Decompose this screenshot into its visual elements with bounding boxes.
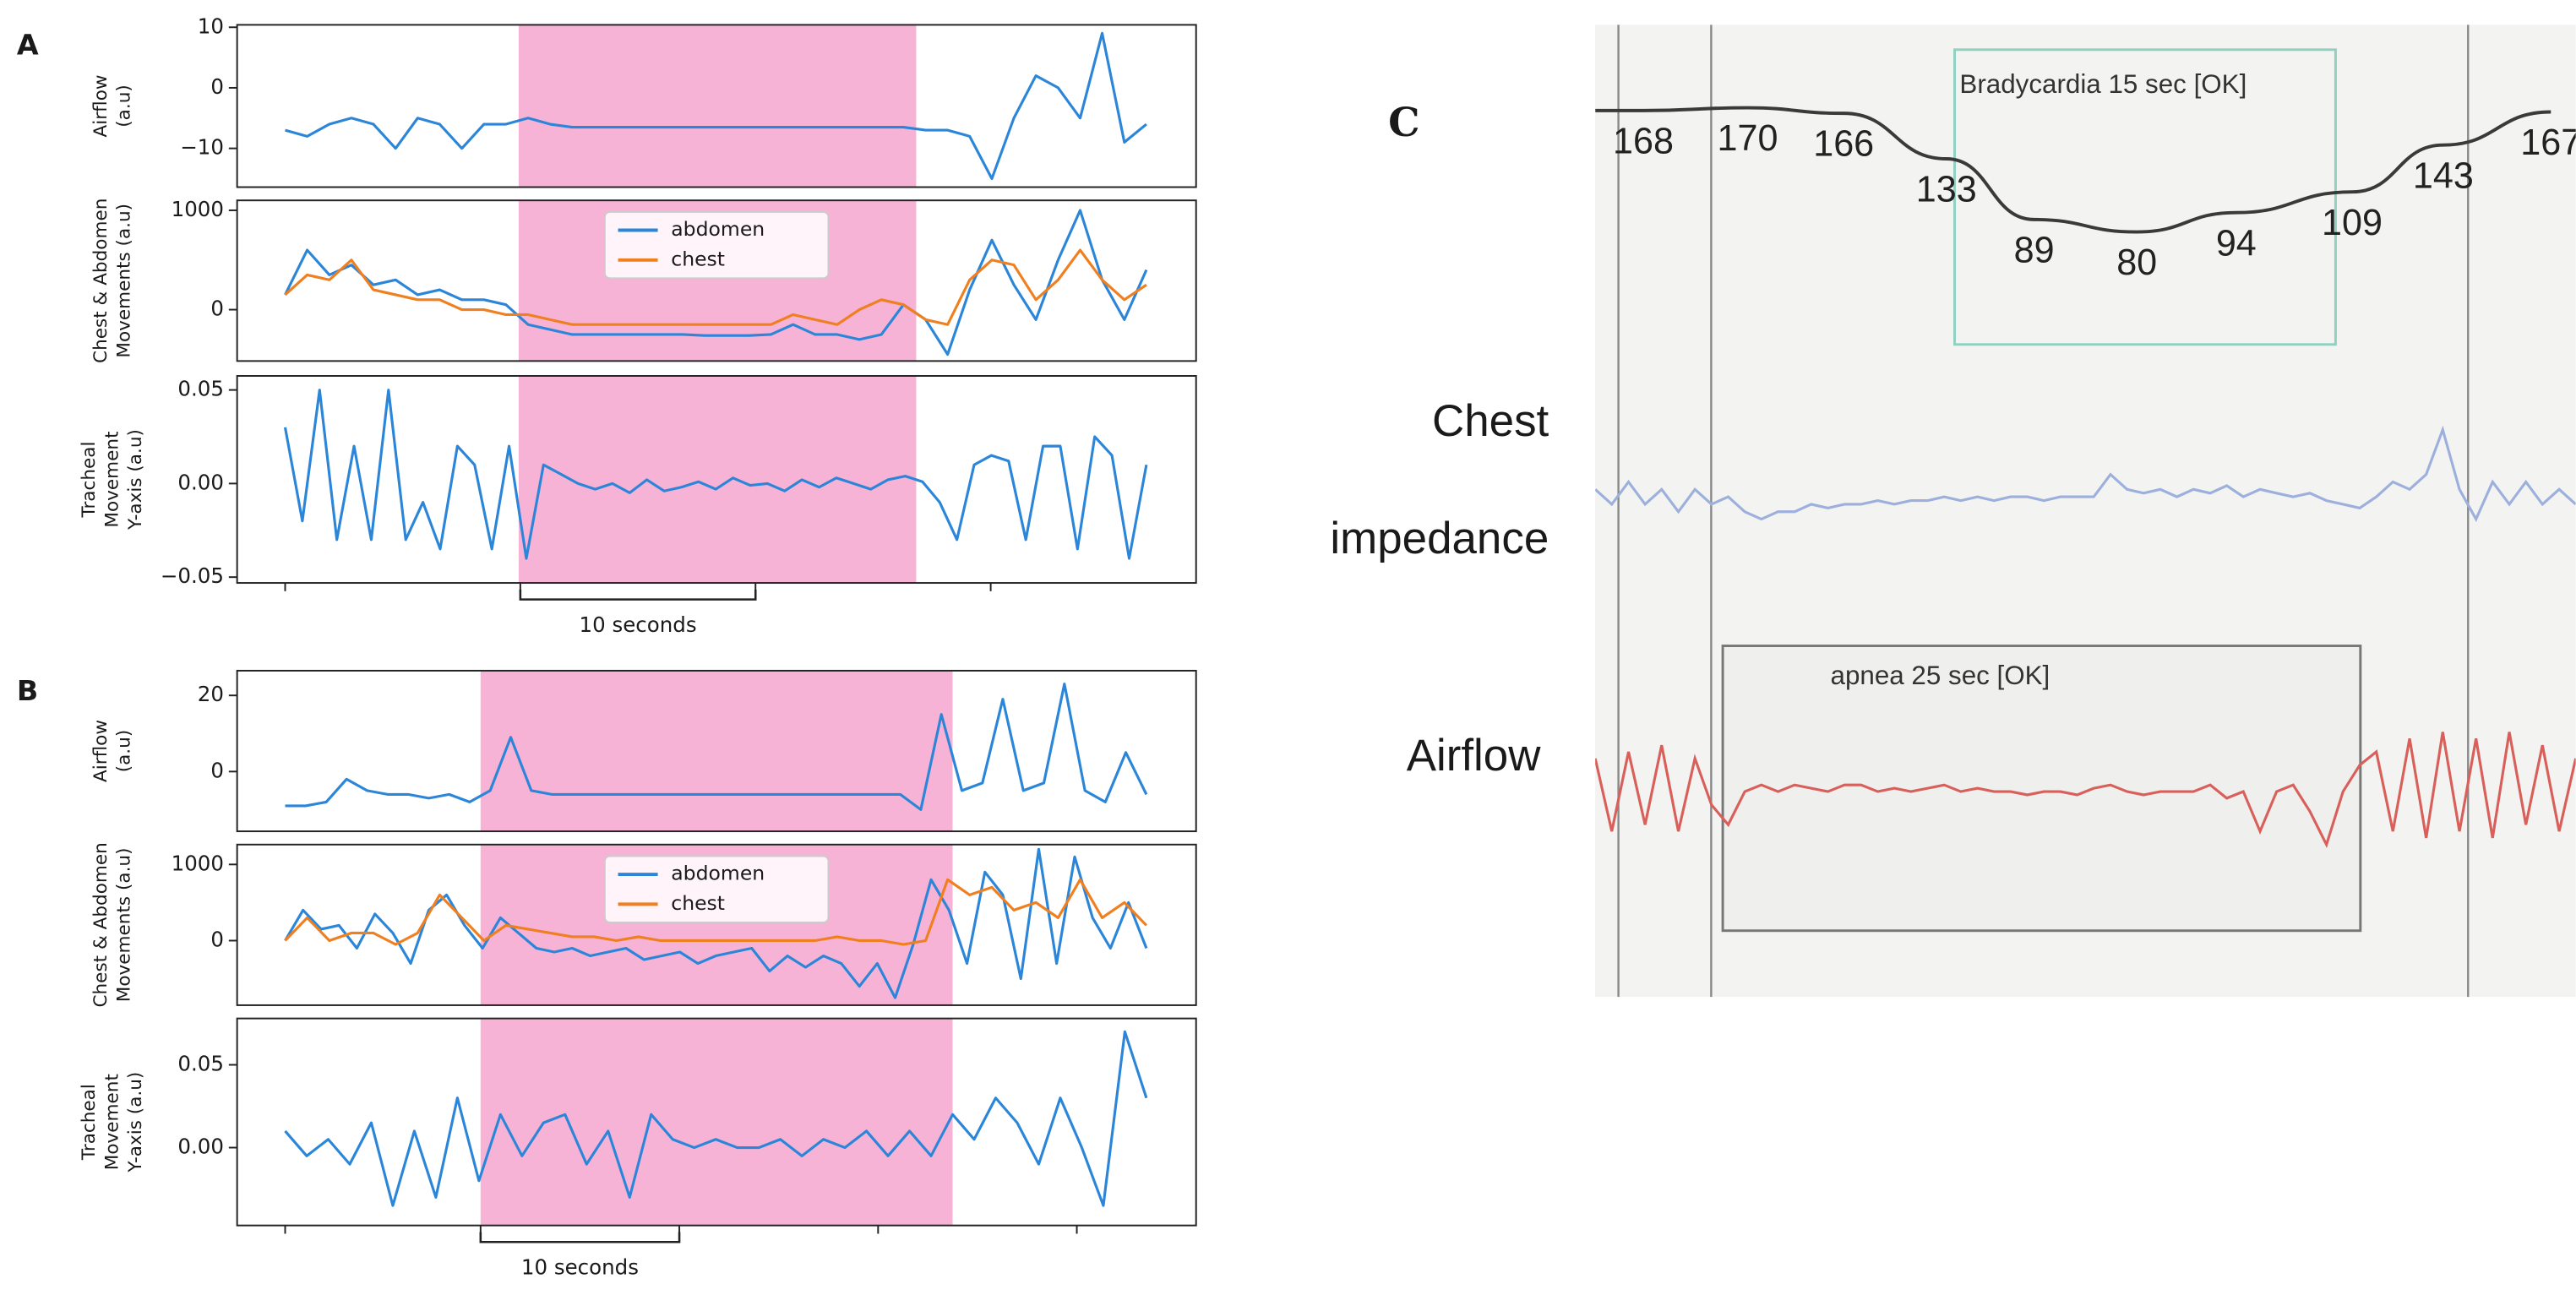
signal-line: [284, 248, 1147, 326]
monitor-trace: [1595, 732, 2576, 848]
annotation: apnea 25 sec [OK]: [1831, 661, 2050, 690]
y-axis-label: Airflow: [90, 74, 112, 137]
y-tick-label: 0: [210, 74, 224, 99]
panel-label: C: [1388, 100, 1419, 146]
y-axis-label: Airflow: [90, 720, 112, 782]
apnea-shading: [518, 376, 917, 584]
scale-bar: [519, 589, 757, 601]
heart-rate-label: 89: [2014, 230, 2055, 270]
apnea-shading: [480, 670, 953, 832]
apnea-box: [1721, 645, 2362, 933]
apnea-shading: [518, 24, 917, 188]
y-axis-label: Chest & Abdomen: [90, 842, 112, 1007]
heart-rate-label: 80: [2116, 242, 2157, 283]
axes-frame: [236, 1017, 1197, 1227]
y-tick-label: 0: [210, 758, 224, 782]
heart-rate-label: 94: [2216, 223, 2257, 264]
heart-rate-label: 133: [1916, 170, 1977, 210]
annotation: Bradycardia 15 sec [OK]: [1959, 69, 2247, 99]
y-tick-label: −0.05: [161, 563, 224, 588]
panel-label: A: [17, 28, 39, 61]
y-axis-label: Y-axis (a.u): [125, 1072, 146, 1173]
heart-rate-label: 170: [1718, 118, 1778, 159]
y-axis-label: Movements (a.u): [113, 204, 134, 358]
bradycardia-box: [1953, 48, 2337, 346]
y-tick-label: 0.00: [177, 1134, 224, 1159]
axes-frame: [236, 199, 1197, 362]
signal-line: [284, 1030, 1148, 1207]
y-axis-label: Y-axis (a.u): [125, 429, 146, 531]
heart-rate-label: 143: [2413, 155, 2474, 196]
y-axis-label: Movement: [102, 1074, 123, 1170]
y-axis-label: Movement: [102, 431, 123, 527]
y-axis-label: Tracheal: [79, 1084, 100, 1161]
heart-rate-label: 167: [2520, 122, 2576, 163]
signal-line: [285, 683, 1148, 811]
y-tick-label: 0.05: [177, 1052, 224, 1076]
monitor-trace: [1595, 425, 2576, 523]
y-tick-label: 20: [198, 682, 224, 706]
heart-rate-label: 109: [2322, 203, 2383, 243]
trace-label: impedance: [1330, 514, 1549, 563]
y-axis-label: (a.u): [113, 730, 134, 773]
heart-rate-label: 168: [1613, 121, 1674, 161]
signal-line: [284, 847, 1148, 999]
y-axis-label: Tracheal: [79, 442, 100, 519]
legend-label: chest: [671, 891, 725, 915]
y-axis-label: Movements (a.u): [113, 847, 134, 1002]
y-tick-label: 1000: [172, 197, 224, 221]
scale-bar: [479, 1232, 681, 1243]
signal-line: [284, 878, 1148, 946]
signal-line: [285, 31, 1147, 181]
apnea-shading: [480, 1018, 953, 1226]
axes-frame: [236, 843, 1197, 1006]
axes-frame: [236, 669, 1197, 833]
legend-box: [603, 210, 830, 280]
y-axis-label: (a.u): [113, 84, 134, 128]
heart-rate-label: 166: [1813, 124, 1874, 165]
legend-label: abdomen: [671, 862, 765, 885]
y-tick-label: −10: [180, 135, 224, 160]
scale-bar-label: 10 seconds: [521, 1255, 639, 1280]
axes-frame: [236, 24, 1197, 188]
y-tick-label: 0.00: [177, 470, 224, 494]
y-tick-label: 0.05: [177, 377, 224, 401]
legend-label: chest: [671, 247, 725, 270]
trace-label: Airflow: [1407, 731, 1542, 781]
y-tick-label: 0: [210, 297, 224, 321]
scale-bar-label: 10 seconds: [580, 612, 697, 637]
heart-rate-line: [1595, 106, 2551, 234]
monitor-traces: Bradycardia 15 sec [OK] apnea 25 sec [OK]…: [1595, 69, 2576, 848]
y-tick-label: 10: [198, 14, 224, 38]
legend-box: [603, 855, 830, 923]
y-axis-label: Chest & Abdomen: [90, 199, 112, 363]
axes-frame: [236, 375, 1197, 585]
trace-label: Chest: [1432, 396, 1549, 446]
legend-label: abdomen: [671, 217, 765, 241]
signal-line: [283, 389, 1148, 560]
y-tick-label: 1000: [172, 851, 224, 875]
panel-label: B: [17, 674, 38, 707]
y-tick-label: 0: [210, 927, 224, 951]
